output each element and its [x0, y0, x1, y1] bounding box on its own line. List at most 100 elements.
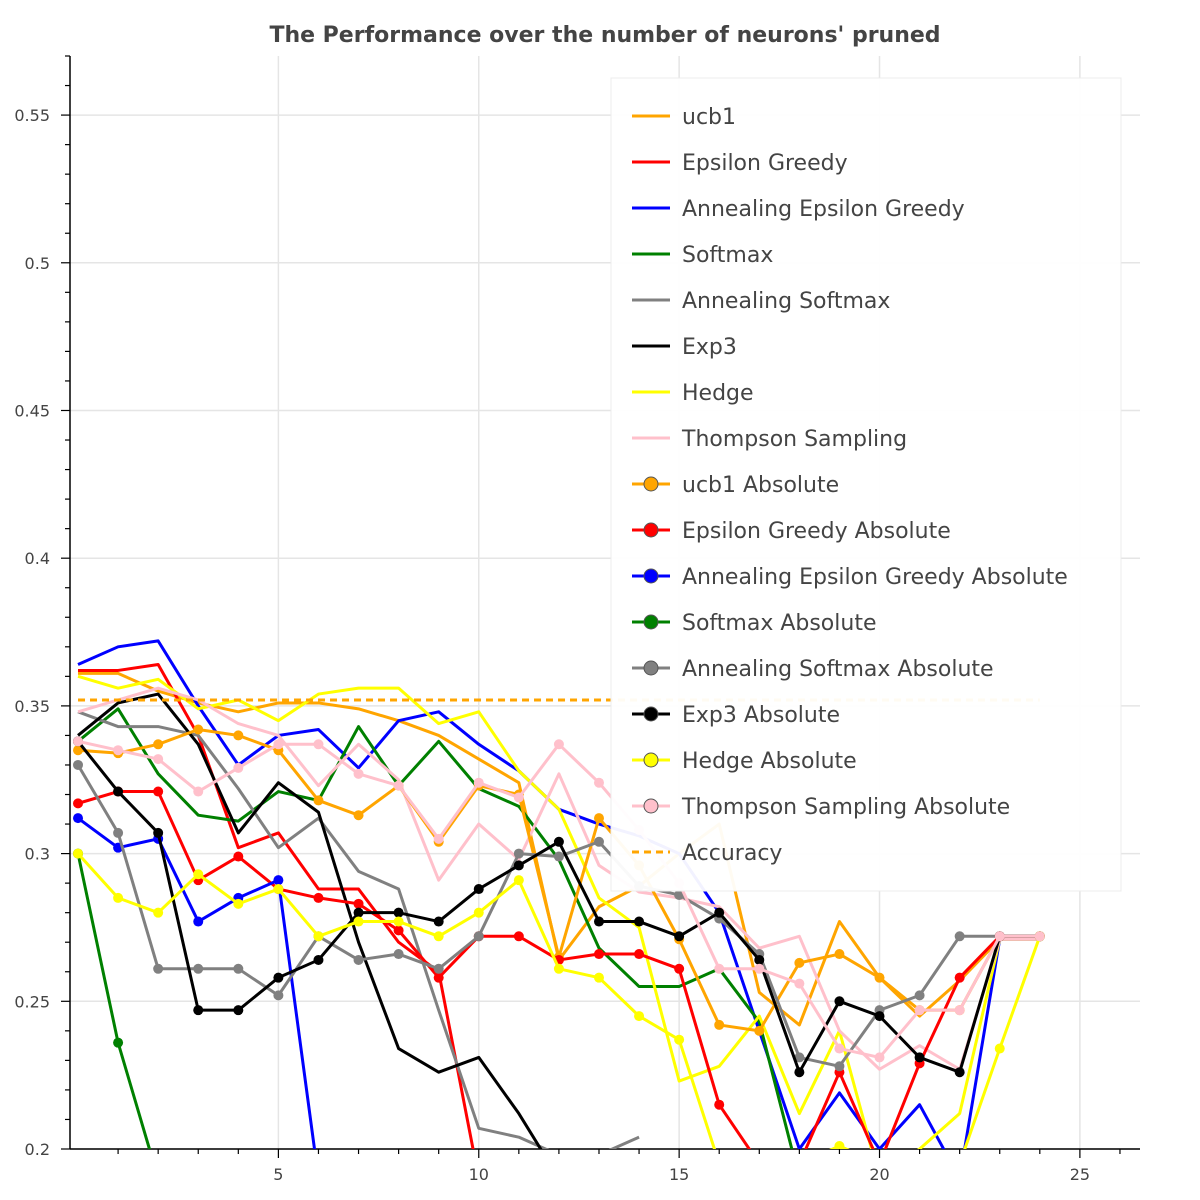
data-point — [754, 963, 765, 974]
data-point — [473, 931, 484, 942]
legend-item: Thompson Sampling Absolute — [632, 795, 1010, 820]
legend-item: Softmax — [632, 243, 773, 268]
data-point — [313, 892, 324, 903]
data-point — [353, 954, 364, 965]
legend-marker — [643, 476, 659, 492]
data-point — [313, 1174, 323, 1184]
data-point — [313, 739, 324, 750]
data-point — [874, 972, 885, 983]
data-point — [193, 869, 204, 880]
data-point — [193, 963, 204, 974]
data-point — [754, 1025, 765, 1036]
data-point — [153, 963, 164, 974]
data-point — [954, 931, 965, 942]
legend-item: Annealing Softmax Absolute — [632, 657, 994, 682]
data-point — [794, 1067, 805, 1078]
data-point — [393, 907, 404, 918]
legend-label: ucb1 — [682, 105, 736, 130]
legend-item: Epsilon Greedy Absolute — [632, 519, 951, 544]
legend-box — [610, 77, 1122, 892]
data-point — [73, 848, 84, 859]
data-point — [954, 972, 965, 983]
data-point — [433, 963, 444, 974]
y-tick-label: 0.55 — [14, 106, 50, 125]
legend-label: Softmax Absolute — [682, 611, 877, 636]
data-point — [473, 884, 484, 895]
legend-item: Exp3 — [632, 335, 737, 360]
legend-label: Hedge — [682, 381, 754, 406]
legend-label: Thompson Sampling — [681, 427, 907, 452]
data-point — [393, 916, 404, 927]
legend-label: Annealing Epsilon Greedy — [682, 197, 965, 222]
data-point — [834, 949, 845, 960]
series-line — [77, 692, 543, 1149]
x-tick-label: 15 — [669, 1165, 689, 1184]
data-point — [353, 898, 364, 909]
data-point — [593, 836, 604, 847]
series-line — [77, 710, 640, 1149]
data-point — [353, 907, 364, 918]
legend-marker — [643, 660, 659, 676]
legend-label: Thompson Sampling Absolute — [681, 795, 1010, 820]
legend-label: Exp3 — [682, 335, 737, 360]
series-line — [77, 686, 1040, 1071]
legend-marker — [643, 614, 659, 630]
data-point — [874, 1052, 885, 1063]
legend-label: Annealing Softmax Absolute — [682, 657, 994, 682]
data-point — [233, 898, 244, 909]
data-point — [153, 786, 164, 797]
data-point — [73, 745, 84, 756]
x-tick-label: 20 — [869, 1165, 889, 1184]
data-point — [73, 736, 84, 747]
data-point — [954, 1005, 965, 1016]
data-point — [915, 1159, 925, 1169]
data-point — [73, 798, 84, 809]
data-point — [233, 762, 244, 773]
data-point — [593, 813, 604, 824]
data-point — [473, 907, 484, 918]
data-point — [794, 1159, 804, 1169]
data-point — [593, 972, 604, 983]
legend-label: Epsilon Greedy Absolute — [682, 519, 951, 544]
data-point — [674, 1034, 685, 1045]
data-point — [553, 963, 564, 974]
data-point — [593, 777, 604, 788]
series-annealing-softmax — [77, 710, 640, 1149]
data-point — [834, 1061, 845, 1072]
data-point — [794, 957, 805, 968]
data-point — [593, 949, 604, 960]
data-point — [273, 875, 284, 886]
data-point — [513, 848, 524, 859]
data-point — [233, 1005, 244, 1016]
data-point — [353, 916, 364, 927]
data-point — [273, 739, 284, 750]
data-point — [313, 795, 324, 806]
legend-marker — [643, 798, 659, 814]
series-exp3 — [77, 692, 543, 1149]
legend-item: Accuracy — [632, 841, 782, 866]
data-point — [634, 949, 645, 960]
data-point — [513, 875, 524, 886]
data-point — [153, 827, 164, 838]
data-point — [754, 1159, 764, 1169]
data-point — [513, 860, 524, 871]
data-point — [193, 724, 204, 735]
data-point — [714, 907, 725, 918]
data-point — [634, 1011, 645, 1022]
data-point — [73, 759, 84, 770]
x-tick-label: 25 — [1070, 1165, 1090, 1184]
data-point — [553, 851, 564, 862]
legend-marker — [643, 522, 659, 538]
data-point — [674, 889, 685, 900]
data-point — [473, 777, 484, 788]
data-point — [955, 1159, 965, 1169]
data-point — [794, 978, 805, 989]
data-point — [914, 1052, 925, 1063]
data-point — [113, 1037, 124, 1048]
data-point — [834, 1141, 845, 1149]
data-point — [233, 851, 244, 862]
legend-label: Annealing Epsilon Greedy Absolute — [682, 565, 1068, 590]
data-point — [834, 1043, 845, 1054]
data-point — [714, 1099, 725, 1110]
legend-item: Hedge Absolute — [632, 749, 857, 774]
